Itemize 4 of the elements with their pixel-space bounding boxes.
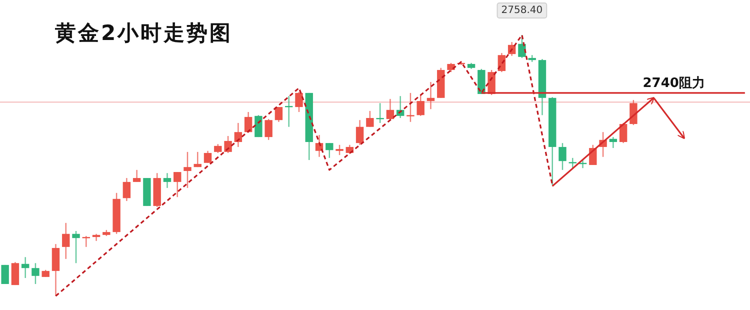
chart-title: 黄金2小时走势图 (54, 21, 233, 45)
annotation: 2758.40 (501, 5, 543, 16)
annotation: 2758.40 (496, 2, 548, 18)
series-label: 2740阻力 (642, 76, 705, 91)
